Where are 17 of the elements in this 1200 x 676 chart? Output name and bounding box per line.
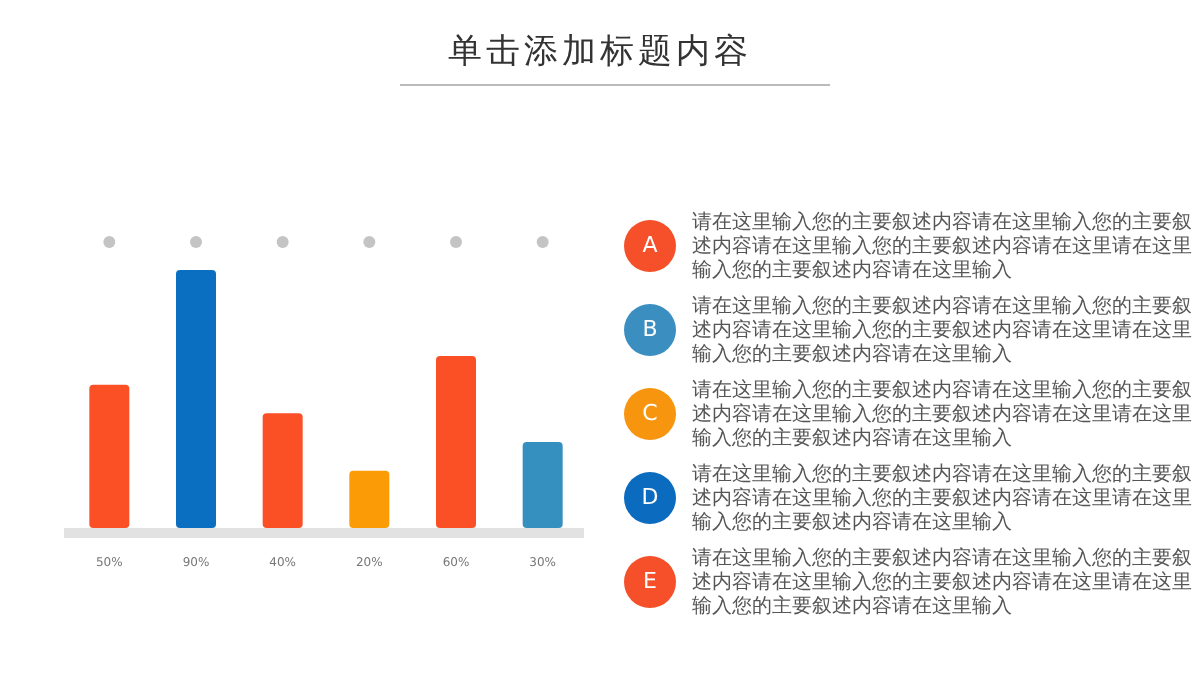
text: 请在这里输入您的主要叙述内容请在这里输入您的主要叙述内容请在这里输入您的主要叙述内容请在这里请在这里输入您的主要叙述内容请在这里输入	[692, 212, 1192, 284]
text: 请在这里输入您的主要叙述内容请在这里输入您的主要叙述内容请在这里输入您的主要叙述内容请在这里请在这里输入您的主要叙述内容请在这里输入	[692, 464, 1192, 536]
bar	[436, 356, 476, 528]
bar	[262, 413, 303, 528]
text: 请在这里输入您的主要叙述内容请在这里输入您的主要叙述内容请在这里输入您的主要叙述内容请在这里请在这里输入您的主要叙述内容请在这里输入	[692, 548, 1192, 620]
text: 请在这里输入您的主要叙述内容请在这里输入您的主要叙述内容请在这里输入您的主要叙述内容请在这里请在这里输入您的主要叙述内容请在这里输入	[692, 380, 1192, 452]
bar	[89, 384, 130, 528]
bar	[349, 470, 390, 528]
category-label: D	[624, 472, 676, 524]
category-label: E	[624, 556, 676, 608]
category-label: A	[624, 220, 676, 272]
category-label: C	[624, 388, 676, 440]
bar	[522, 442, 563, 528]
bar	[176, 270, 216, 528]
chart-title: 单击添加标题内容	[446, 30, 754, 74]
category-label: B	[624, 304, 676, 356]
text: 请在这里输入您的主要叙述内容请在这里输入您的主要叙述内容请在这里输入您的主要叙述内容请在这里请在这里输入您的主要叙述内容请在这里输入	[692, 296, 1192, 368]
